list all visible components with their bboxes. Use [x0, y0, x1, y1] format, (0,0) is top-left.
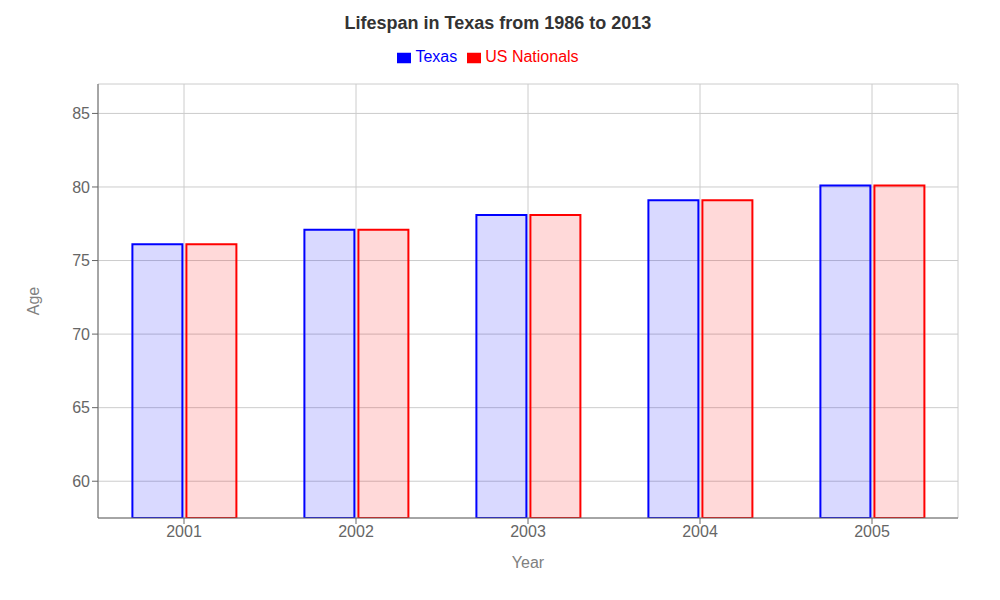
svg-text:75: 75: [72, 252, 90, 269]
svg-text:2002: 2002: [338, 523, 374, 540]
svg-text:2005: 2005: [854, 523, 890, 540]
html-text:Lifespan in Texas from 1986 to: Lifespan in Texas from 1986 to 2013: [344, 13, 652, 33]
svg-text:2003: 2003: [510, 523, 546, 540]
svg-text:2004: 2004: [682, 523, 718, 540]
svg-text:Age: Age: [25, 287, 42, 316]
svg-text:2001: 2001: [166, 523, 202, 540]
svg-text:80: 80: [72, 179, 90, 196]
html-text:Texas: Texas: [415, 48, 458, 65]
svg-text:70: 70: [72, 326, 90, 343]
svg-text:60: 60: [72, 473, 90, 490]
html-text:US Nationals: US Nationals: [485, 48, 579, 65]
svg-text:Year: Year: [512, 554, 545, 571]
svg-text:85: 85: [72, 105, 90, 122]
svg-text:65: 65: [72, 399, 90, 416]
